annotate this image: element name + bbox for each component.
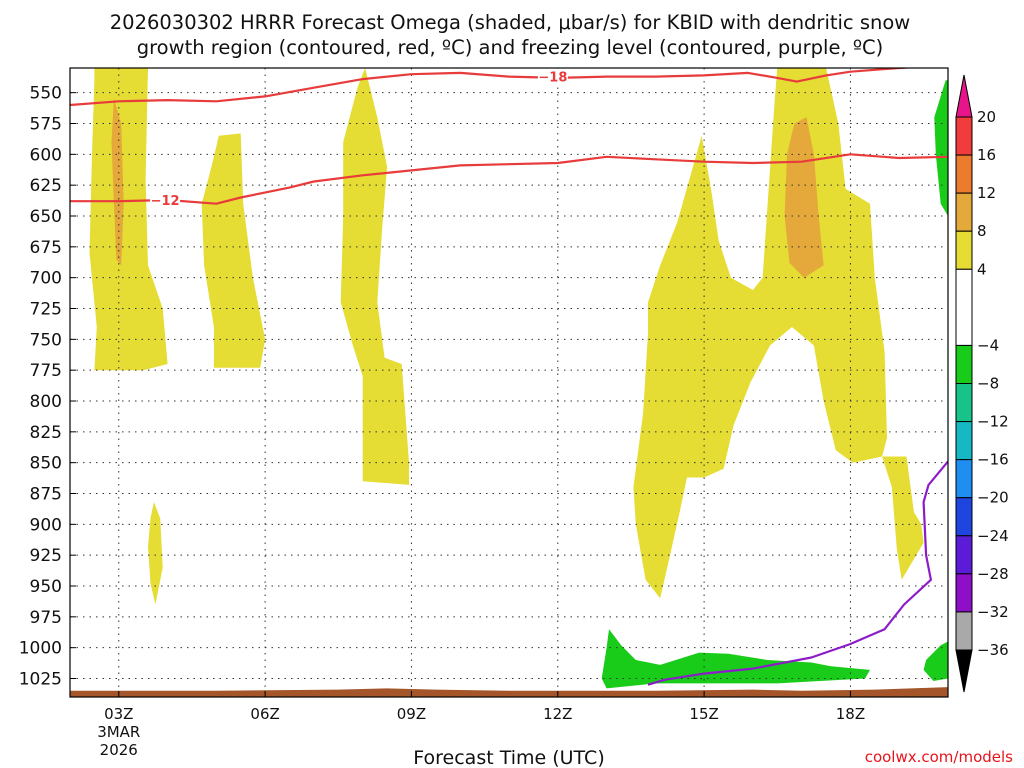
x-tick-label-03Z: 03Z bbox=[104, 705, 133, 723]
colorbar-band--24 bbox=[955, 497, 973, 537]
colorbar-label--4: −4 bbox=[977, 336, 999, 354]
colorbar-label-16: 16 bbox=[977, 146, 996, 164]
omega-region-6 bbox=[784, 117, 824, 278]
colorbar-band-16 bbox=[955, 116, 973, 156]
contour-label-bg-1 bbox=[150, 191, 181, 207]
y-tick-label-925: 925 bbox=[30, 546, 62, 566]
colorbar-band--36 bbox=[955, 611, 973, 651]
contour-label-0: −18 bbox=[538, 71, 567, 86]
x-tick-label-18Z: 18Z bbox=[836, 705, 865, 723]
contour-label-1: −12 bbox=[151, 194, 180, 209]
y-tick-label-725: 725 bbox=[30, 300, 62, 320]
x-tick-year: 2026 bbox=[100, 741, 138, 759]
plot-area: −18 −12 bbox=[69, 67, 949, 698]
colorbar-label--16: −16 bbox=[977, 451, 1009, 469]
colorbar-label-12: 12 bbox=[977, 184, 996, 202]
colorbar-band--12 bbox=[955, 383, 973, 423]
omega-region-5 bbox=[633, 68, 887, 599]
omega-region-9 bbox=[601, 629, 870, 689]
omega-region-0 bbox=[89, 68, 168, 371]
colorbar-label-8: 8 bbox=[977, 222, 987, 240]
colorbar-label--32: −32 bbox=[977, 603, 1009, 621]
omega-region-10 bbox=[923, 641, 948, 681]
y-tick-label-600: 600 bbox=[30, 145, 62, 165]
colorbar-label--36: −36 bbox=[977, 641, 1009, 659]
colorbar-label-4: 4 bbox=[977, 260, 987, 278]
colorbar-label--24: −24 bbox=[977, 527, 1009, 545]
colorbar-band--16 bbox=[955, 421, 973, 461]
y-tick-label-775: 775 bbox=[30, 361, 62, 381]
x-tick-label-15Z: 15Z bbox=[689, 705, 718, 723]
y-tick-label-975: 975 bbox=[30, 608, 62, 628]
y-axis-pressure: 550 575 600 625 650 675 700 725 750 775 800 825 850 8… bbox=[19, 84, 76, 690]
contour-layer: −18 −12 bbox=[70, 68, 948, 686]
omega-region-1 bbox=[111, 98, 124, 266]
y-tick-label-575: 575 bbox=[30, 115, 62, 135]
x-tick-label-09Z: 09Z bbox=[397, 705, 426, 723]
omega-region-7 bbox=[882, 456, 924, 580]
colorbar-band--4 bbox=[955, 268, 973, 346]
colorbar-band--20 bbox=[955, 459, 973, 499]
y-tick-label-1025: 1025 bbox=[19, 670, 62, 690]
y-tick-label-1000: 1000 bbox=[19, 639, 62, 659]
contour-line-1 bbox=[70, 153, 948, 205]
y-tick-label-700: 700 bbox=[30, 269, 62, 289]
y-tick-label-900: 900 bbox=[30, 515, 62, 535]
colorbar-band--32 bbox=[955, 573, 973, 613]
colorbar-band--8 bbox=[955, 344, 973, 384]
colorbar-label--28: −28 bbox=[977, 565, 1009, 583]
colorbar-label-20: 20 bbox=[977, 108, 996, 126]
omega-region-4 bbox=[340, 68, 409, 485]
omega-region-2 bbox=[148, 502, 163, 605]
y-tick-label-750: 750 bbox=[30, 330, 62, 350]
contour-line-2 bbox=[647, 460, 948, 686]
credit-text: coolwx.com/models bbox=[865, 748, 1013, 766]
y-tick-label-875: 875 bbox=[30, 485, 62, 505]
x-tick-label-12Z: 12Z bbox=[543, 705, 572, 723]
colorbar-band-4 bbox=[955, 230, 973, 270]
y-tick-label-950: 950 bbox=[30, 577, 62, 597]
x-tick-date: 3MAR bbox=[97, 723, 140, 741]
gridlines bbox=[70, 68, 948, 697]
colorbar-top-arrow bbox=[955, 74, 973, 118]
y-tick-label-550: 550 bbox=[30, 84, 62, 104]
colorbar-label--8: −8 bbox=[977, 375, 999, 393]
y-tick-label-675: 675 bbox=[30, 238, 62, 258]
colorbar-band-8 bbox=[955, 192, 973, 232]
chart-title-line-1: 2026030302 HRRR Forecast Omega (shaded, … bbox=[110, 11, 911, 34]
omega-region-8 bbox=[934, 80, 948, 216]
colorbar-label--12: −12 bbox=[977, 413, 1009, 431]
omega-region-3 bbox=[201, 133, 266, 368]
y-tick-label-800: 800 bbox=[30, 392, 62, 412]
shaded-omega-layer bbox=[70, 68, 948, 697]
x-tick-label-06Z: 06Z bbox=[250, 705, 279, 723]
colorbar-band--28 bbox=[955, 535, 973, 575]
y-tick-label-650: 650 bbox=[30, 207, 62, 227]
y-tick-label-625: 625 bbox=[30, 176, 62, 196]
x-axis-label: Forecast Time (UTC) bbox=[413, 747, 604, 768]
contour-label-bg-0 bbox=[537, 68, 568, 84]
y-tick-label-850: 850 bbox=[30, 454, 62, 474]
y-tick-label-825: 825 bbox=[30, 423, 62, 443]
chart-title-line-2: growth region (contoured, red, ºC) and f… bbox=[137, 36, 884, 59]
plot-frame bbox=[69, 67, 949, 698]
colorbar-band-12 bbox=[955, 154, 973, 194]
colorbar: 20 16 12 8 4 −4 −8 −12 −16 −20 −24 −28 −32 −36 bbox=[955, 74, 1009, 693]
terrain-fill bbox=[70, 687, 948, 697]
colorbar-label--20: −20 bbox=[977, 489, 1009, 507]
colorbar-bottom-arrow bbox=[955, 649, 973, 693]
